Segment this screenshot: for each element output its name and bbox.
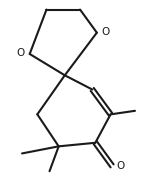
Text: O: O	[101, 27, 110, 37]
Text: O: O	[117, 161, 125, 171]
Text: O: O	[17, 48, 25, 58]
